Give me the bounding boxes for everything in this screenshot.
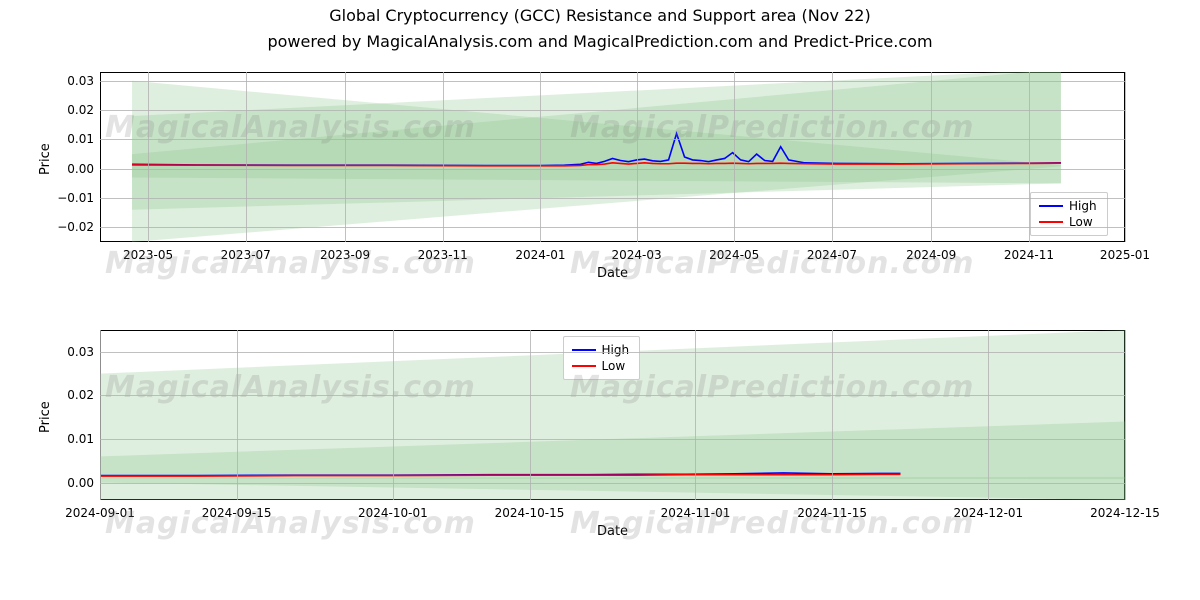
figure: Global Cryptocurrency (GCC) Resistance a… xyxy=(0,0,1200,600)
gridline-horizontal xyxy=(100,198,1125,199)
gridline-vertical xyxy=(1125,72,1126,242)
y-tick-label: 0.03 xyxy=(50,345,94,359)
gridline-horizontal xyxy=(100,483,1125,484)
gridline-horizontal xyxy=(100,110,1125,111)
gridline-horizontal xyxy=(100,139,1125,140)
gridline-horizontal xyxy=(100,352,1125,353)
gridline-vertical xyxy=(443,72,444,242)
gridline-vertical xyxy=(345,72,346,242)
gridline-vertical xyxy=(637,72,638,242)
gridline-vertical xyxy=(931,72,932,242)
gridline-vertical xyxy=(100,330,101,500)
x-tick-label: 2024-12-15 xyxy=(1090,506,1160,520)
gridline-vertical xyxy=(393,330,394,500)
gridline-horizontal xyxy=(100,227,1125,228)
gridline-horizontal xyxy=(100,395,1125,396)
x-tick-label: 2024-10-15 xyxy=(495,506,565,520)
watermark-text: MagicalPrediction.com xyxy=(570,370,975,405)
y-tick-label: 0.02 xyxy=(50,388,94,402)
watermark-text: MagicalAnalysis.com xyxy=(105,370,476,405)
gridline-vertical xyxy=(832,72,833,242)
gridline-horizontal xyxy=(100,81,1125,82)
gridline-vertical xyxy=(246,72,247,242)
gridline-horizontal xyxy=(100,169,1125,170)
watermark-text: MagicalAnalysis.com xyxy=(105,506,476,541)
gridline-vertical xyxy=(832,330,833,500)
gridline-vertical xyxy=(540,72,541,242)
bottom-y-axis-label: Price xyxy=(38,401,53,433)
gridline-vertical xyxy=(530,330,531,500)
gridline-horizontal xyxy=(100,439,1125,440)
gridline-vertical xyxy=(237,330,238,500)
gridline-vertical xyxy=(988,330,989,500)
y-tick-label: 0.00 xyxy=(50,476,94,490)
legend-swatch-low xyxy=(572,365,596,367)
gridline-vertical xyxy=(734,72,735,242)
gridline-vertical xyxy=(148,72,149,242)
gridline-vertical xyxy=(1125,330,1126,500)
y-tick-label: 0.01 xyxy=(50,432,94,446)
legend-swatch-high xyxy=(572,349,596,351)
legend-item-high: High xyxy=(572,342,630,358)
legend-label-high: High xyxy=(602,342,630,358)
gridline-vertical xyxy=(1029,72,1030,242)
watermark-text: MagicalAnalysis.com xyxy=(105,246,476,281)
watermark-text: MagicalPrediction.com xyxy=(570,246,975,281)
watermark-text: MagicalPrediction.com xyxy=(570,506,975,541)
gridline-vertical xyxy=(695,330,696,500)
